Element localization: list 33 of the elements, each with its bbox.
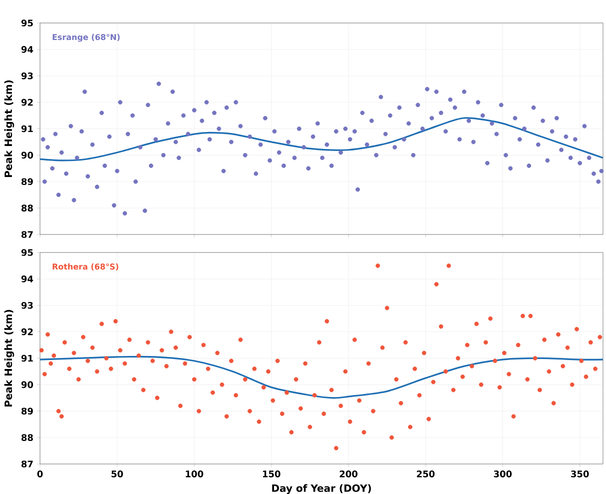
y-tick-label: 90 — [21, 381, 34, 388]
y-tick-label: 93 — [21, 72, 33, 80]
y-tick-label: 89 — [21, 408, 33, 415]
x-tick-label: 200 — [340, 470, 358, 478]
line-series — [39, 117, 604, 162]
y-tick-label: 87 — [21, 460, 33, 468]
x-tick-label: 350 — [571, 470, 589, 478]
x-tick-label: 150 — [262, 470, 280, 478]
x-tick-label: 100 — [186, 470, 204, 478]
y-tick-label: 95 — [21, 249, 33, 256]
y-axis-title: Peak Height (km) — [4, 80, 14, 177]
x-tick-label: 300 — [494, 470, 512, 478]
y-tick-label: 92 — [21, 98, 33, 106]
y-tick-label: 88 — [21, 434, 33, 441]
x-tick-label: 0 — [37, 470, 43, 478]
x-tick-label: 250 — [416, 470, 435, 478]
y-tick-label: 93 — [21, 302, 33, 309]
y-tick-label: 87 — [21, 231, 33, 238]
y-tick-label: 95 — [21, 20, 33, 26]
x-axis-title: Day of Year (DOY) — [272, 484, 371, 494]
y-tick-label: 92 — [21, 328, 33, 336]
y-tick-label: 91 — [21, 354, 33, 362]
y-tick-label: 91 — [21, 125, 33, 132]
y-tick-label: 89 — [21, 178, 33, 186]
y-tick-label: 90 — [21, 152, 34, 159]
y-tick-label: 94 — [21, 46, 34, 53]
y-tick-label: 88 — [21, 204, 33, 212]
line-series — [39, 356, 604, 399]
y-axis-title: Peak Height (km) — [4, 310, 14, 406]
text: Rothera (68°S) — [52, 263, 118, 271]
x-tick-label: 50 — [112, 470, 123, 478]
y-tick-label: 94 — [21, 276, 34, 282]
text: Esrange (68°N) — [52, 34, 120, 42]
